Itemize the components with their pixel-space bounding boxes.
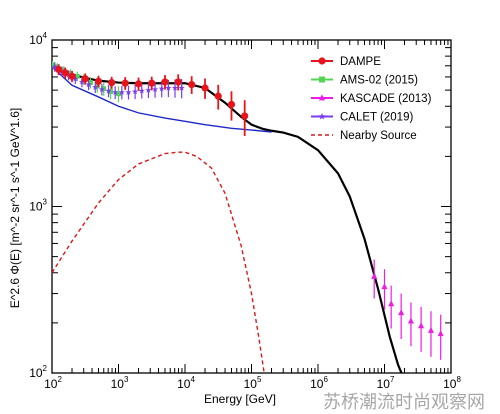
legend-marker (318, 112, 326, 120)
legend-label: KASCADE (2013) (340, 93, 432, 105)
x-tick-label: 106 (310, 375, 328, 391)
dampe-point (55, 65, 63, 74)
kascade-2013-point (381, 283, 388, 290)
kascade-2013-point (371, 272, 378, 279)
ams-02-2015-point (108, 89, 113, 94)
calet-2019-point (118, 89, 125, 95)
legend-label: Nearby Source (340, 130, 417, 142)
calet-2019-point (125, 89, 132, 95)
line-background-model (52, 66, 272, 133)
calet-2019-point (132, 88, 139, 95)
calet-2019-point (138, 87, 145, 94)
x-tick-label: 104 (177, 375, 195, 391)
x-tick-label: 102 (44, 375, 62, 391)
y-tick-label: 102 (29, 364, 47, 380)
model-lines (52, 62, 403, 373)
dampe-point (81, 75, 89, 83)
line-total-model (52, 62, 403, 373)
series-dampe (55, 64, 249, 137)
x-tick-label: 107 (377, 375, 395, 391)
dampe-point (108, 78, 116, 87)
dampe-point (61, 69, 69, 77)
calet-2019-point (78, 78, 86, 85)
calet-2019-point (105, 87, 112, 94)
dampe-point (201, 84, 209, 92)
dampe-point (94, 77, 103, 85)
data-points (52, 61, 444, 360)
kascade-2013-point (398, 309, 405, 316)
watermark-text: 苏桥潮流时尚观察网 (323, 392, 485, 413)
legend-marker (319, 94, 325, 101)
line-nearby-source (52, 151, 265, 373)
y-tick-label: 104 (29, 31, 47, 47)
dampe-point (121, 79, 129, 87)
ams-02-2015-point (74, 73, 80, 79)
dampe-point (148, 79, 156, 87)
ams-02-2015-point (52, 62, 55, 68)
series-kascade-2013 (371, 259, 444, 360)
calet-2019-point (165, 84, 172, 91)
dampe-point (134, 80, 143, 88)
dampe-point (241, 112, 249, 120)
y-tick-labels: 102 103 104 (29, 31, 47, 380)
dampe-point (188, 80, 196, 89)
legend-item-kascade-2013: KASCADE (2013) (311, 93, 432, 105)
x-axis-title: Energy [GeV] (204, 392, 276, 406)
kascade-2013-point (418, 322, 425, 329)
kascade-2013-point (388, 300, 395, 307)
legend-item-calet-2019: CALET (2019) (311, 112, 413, 124)
calet-2019-point (178, 84, 185, 91)
ams-02-2015-point (116, 91, 121, 97)
x-tick-label: 108 (443, 375, 461, 391)
kascade-2013-point (437, 330, 444, 337)
calet-2019-point (145, 86, 152, 93)
dampe-point (214, 92, 222, 100)
calet-2019-point (158, 85, 165, 92)
ams-02-2015-point (94, 83, 100, 89)
calet-2019-point (85, 81, 92, 88)
legend: DAMPE AMS-02 (2015) KASCADE (2013) CALET (2… (311, 56, 432, 142)
calet-2019-point (52, 63, 58, 70)
legend-item-dampe: DAMPE (311, 56, 381, 68)
x-tick-label: 103 (111, 375, 129, 391)
kascade-2013-point (427, 326, 434, 333)
legend-marker (319, 76, 325, 83)
axis-ticks (51, 39, 452, 374)
x-tick-label: 105 (244, 375, 262, 391)
dampe-point (68, 72, 76, 80)
calet-2019-point (98, 86, 105, 93)
dampe-point (227, 100, 236, 109)
calet-2019-point (112, 89, 119, 95)
legend-marker (318, 57, 326, 65)
calet-2019-point (171, 84, 179, 91)
kascade-2013-point (407, 317, 414, 324)
calet-2019-point (151, 86, 159, 93)
calet-2019-point (72, 75, 79, 82)
legend-label: AMS-02 (2015) (340, 75, 418, 87)
calet-2019-point (92, 84, 99, 90)
legend-item-ams-02-2015: AMS-02 (2015) (311, 75, 418, 87)
calet-2019-point (65, 71, 72, 78)
legend-item-nearby-source: Nearby Source (311, 130, 417, 142)
ams-02-2015-point (88, 80, 93, 85)
dampe-point (174, 78, 182, 86)
dampe-point (161, 78, 169, 86)
y-axis-title: E^2.6 Φ(E) [m^-2 sr^-1 s^-1 GeV^1.6] (8, 108, 22, 308)
legend-label: DAMPE (340, 56, 381, 68)
legend-label: CALET (2019) (340, 112, 413, 124)
x-tick-labels: 102 103 104 105 106 107 108 (44, 375, 461, 391)
y-tick-label: 103 (29, 198, 47, 214)
